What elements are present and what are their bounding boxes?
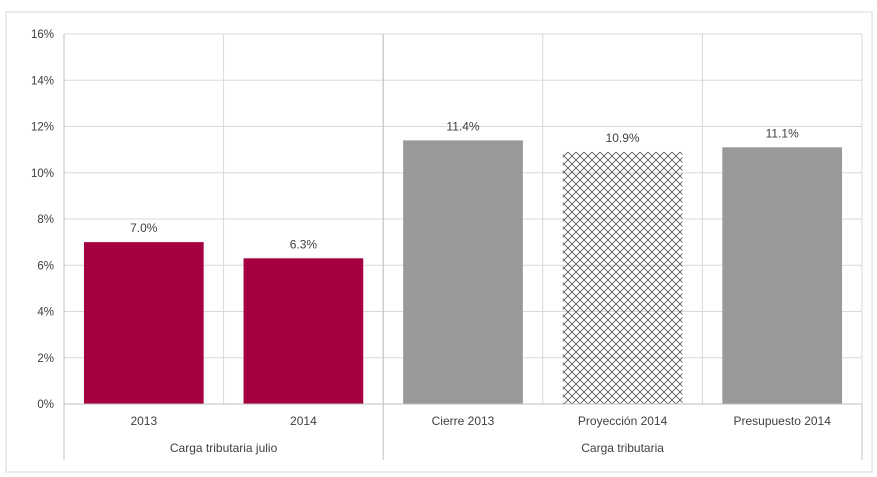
bar (722, 147, 843, 404)
y-tick-label: 0% (37, 399, 54, 411)
y-tick-label: 4% (37, 307, 54, 319)
group-label: Carga tributaria julio (170, 441, 278, 455)
chart-border (5, 11, 873, 473)
y-tick-label: 2% (37, 353, 54, 365)
bar (243, 258, 364, 404)
x-tick-label: Cierre 2013 (432, 414, 495, 428)
x-tick-label: 2014 (290, 414, 317, 428)
x-tick-label: 2013 (130, 414, 157, 428)
bar (562, 151, 683, 404)
bar (403, 140, 523, 404)
y-tick-label: 14% (31, 75, 54, 87)
y-tick-label: 10% (31, 168, 54, 180)
data-label: 11.4% (446, 119, 479, 133)
data-label: 10.9% (606, 131, 640, 145)
x-tick-label: Proyección 2014 (578, 414, 668, 428)
group-label: Carga tributaria (581, 441, 664, 455)
x-tick-label: Presupuesto 2014 (733, 414, 831, 428)
data-label: 7.0% (130, 221, 158, 235)
bar (83, 242, 204, 404)
y-tick-label: 8% (37, 214, 54, 226)
data-label: 6.3% (290, 237, 318, 251)
y-tick-label: 12% (31, 122, 54, 134)
y-tick-label: 16% (31, 29, 54, 41)
y-tick-label: 6% (37, 260, 54, 272)
data-label: 11.1% (766, 126, 799, 140)
